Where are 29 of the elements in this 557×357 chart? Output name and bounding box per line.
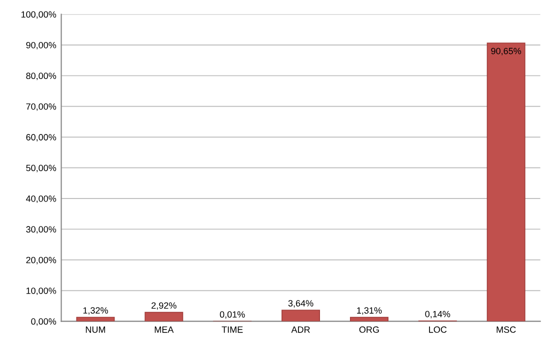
data-label: 1,31% bbox=[357, 307, 382, 315]
y-tick-label: 0,00% bbox=[31, 318, 56, 326]
x-tick-label: MEA bbox=[154, 326, 174, 333]
bar bbox=[282, 310, 320, 322]
data-label: 1,32% bbox=[83, 307, 108, 315]
y-tick-label: 50,00% bbox=[26, 164, 56, 172]
bar bbox=[144, 312, 184, 322]
x-tick-label: ADR bbox=[291, 326, 310, 333]
y-tick-label: 100,00% bbox=[21, 11, 56, 19]
bar bbox=[350, 316, 388, 322]
y-tick-label: 30,00% bbox=[26, 226, 56, 234]
data-label: 2,92% bbox=[152, 302, 176, 310]
x-tick-label: LOC bbox=[429, 326, 447, 333]
x-tick-label: NUM bbox=[86, 326, 106, 333]
x-tick-label: ORG bbox=[359, 326, 379, 333]
x-tick-label: TIME bbox=[222, 326, 243, 333]
bar bbox=[486, 42, 526, 322]
data-label: 0,14% bbox=[425, 310, 450, 318]
y-tick-label: 90,00% bbox=[26, 42, 56, 50]
data-label: 3,64% bbox=[288, 300, 314, 308]
y-tick-label: 80,00% bbox=[26, 72, 56, 80]
data-label: 0,01% bbox=[220, 311, 245, 319]
y-tick-label: 60,00% bbox=[26, 134, 56, 142]
data-label: 90,65% bbox=[491, 48, 522, 56]
y-tick-label: 10,00% bbox=[26, 288, 56, 296]
y-tick-label: 40,00% bbox=[26, 195, 56, 203]
x-tick-label: MSC bbox=[496, 326, 516, 333]
y-tick-label: 70,00% bbox=[26, 103, 56, 111]
y-tick-label: 20,00% bbox=[26, 256, 56, 264]
